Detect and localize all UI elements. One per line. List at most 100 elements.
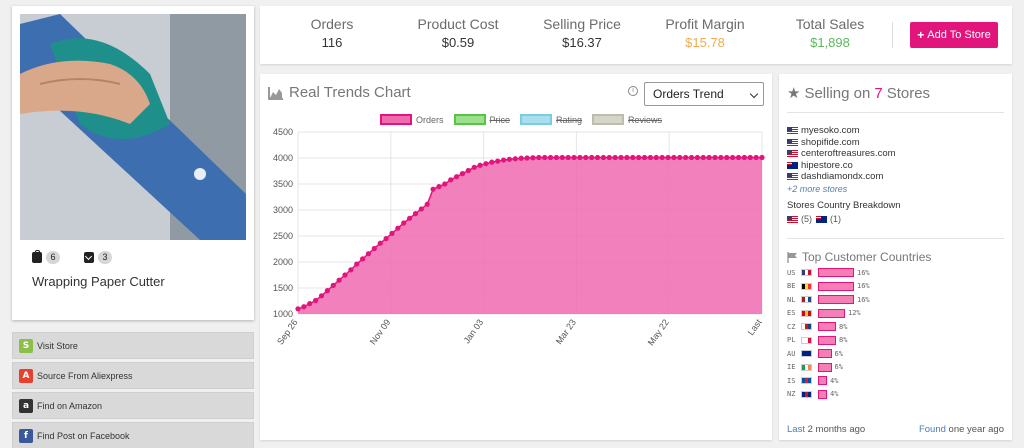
legend-price[interactable]: Price: [453, 114, 511, 125]
store-item[interactable]: hipestore.co: [787, 160, 896, 172]
data-point[interactable]: [730, 154, 736, 161]
legend-swatch: [380, 114, 412, 125]
data-point[interactable]: [418, 206, 424, 212]
more-stores-link[interactable]: +2 more stores: [787, 183, 848, 194]
data-point[interactable]: [377, 240, 383, 246]
data-point[interactable]: [412, 211, 419, 217]
data-point[interactable]: [442, 181, 448, 187]
data-point[interactable]: [453, 174, 460, 180]
data-point[interactable]: [559, 154, 565, 161]
data-point[interactable]: [307, 301, 313, 307]
data-point[interactable]: [688, 154, 695, 161]
data-point[interactable]: [401, 220, 407, 226]
data-point[interactable]: [759, 154, 765, 161]
data-point[interactable]: [630, 154, 636, 161]
data-point[interactable]: [424, 201, 430, 207]
data-point[interactable]: [389, 230, 395, 236]
data-point[interactable]: [406, 215, 413, 221]
product-image[interactable]: [20, 14, 246, 240]
amazon-button[interactable]: a Find on Amazon: [12, 392, 254, 419]
data-point[interactable]: [336, 277, 342, 283]
data-point[interactable]: [712, 154, 718, 161]
data-point[interactable]: [318, 293, 325, 299]
data-point[interactable]: [483, 161, 489, 167]
data-point[interactable]: [694, 154, 700, 161]
trend-type-select[interactable]: Orders Trend: [644, 82, 764, 106]
facebook-button[interactable]: f Find Post on Facebook: [12, 422, 254, 448]
data-point[interactable]: [383, 236, 389, 242]
data-point[interactable]: [512, 156, 518, 162]
data-point[interactable]: [653, 154, 659, 161]
data-point[interactable]: [436, 184, 442, 190]
store-item[interactable]: shopifide.com: [787, 137, 896, 149]
data-point[interactable]: [348, 267, 354, 273]
data-point[interactable]: [301, 304, 307, 310]
data-point[interactable]: [542, 154, 548, 161]
data-point[interactable]: [448, 177, 454, 183]
data-point[interactable]: [471, 164, 477, 170]
data-point[interactable]: [571, 154, 577, 161]
data-point[interactable]: [718, 154, 724, 161]
data-point[interactable]: [430, 186, 436, 192]
data-point[interactable]: [489, 159, 495, 165]
data-point[interactable]: [747, 154, 753, 161]
data-point[interactable]: [618, 154, 624, 161]
data-point[interactable]: [371, 245, 377, 252]
data-point[interactable]: [465, 167, 471, 174]
add-to-store-button[interactable]: + Add To Store: [910, 22, 998, 48]
data-point[interactable]: [641, 154, 648, 161]
data-point[interactable]: [565, 154, 571, 161]
data-point[interactable]: [606, 154, 612, 161]
data-point[interactable]: [600, 154, 607, 161]
data-point[interactable]: [324, 288, 330, 294]
data-point[interactable]: [594, 154, 601, 161]
data-point[interactable]: [700, 154, 706, 161]
data-point[interactable]: [683, 154, 689, 161]
data-point[interactable]: [612, 154, 618, 161]
data-point[interactable]: [313, 297, 319, 304]
data-point[interactable]: [577, 154, 583, 161]
store-item[interactable]: centeroftreasures.com: [787, 148, 896, 160]
aliexpress-button[interactable]: A Source From Aliexpress: [12, 362, 254, 389]
data-point[interactable]: [530, 155, 536, 161]
data-point[interactable]: [495, 158, 501, 164]
data-point[interactable]: [506, 156, 513, 162]
data-point[interactable]: [459, 171, 466, 177]
data-point[interactable]: [365, 251, 372, 257]
data-point[interactable]: [295, 306, 301, 312]
data-point[interactable]: [624, 154, 630, 161]
data-point[interactable]: [536, 154, 542, 161]
data-point[interactable]: [395, 225, 401, 231]
legend-reviews[interactable]: Reviews: [592, 114, 662, 125]
data-point[interactable]: [360, 256, 366, 262]
data-point[interactable]: [706, 154, 712, 161]
legend-rating[interactable]: Rating: [520, 114, 582, 125]
data-point[interactable]: [753, 154, 759, 161]
store-item[interactable]: myesoko.com: [787, 125, 896, 137]
data-point[interactable]: [500, 157, 507, 163]
data-point[interactable]: [354, 261, 360, 267]
data-point[interactable]: [665, 154, 671, 161]
data-point[interactable]: [342, 272, 348, 278]
data-point[interactable]: [677, 154, 683, 161]
legend-orders[interactable]: Orders: [380, 114, 444, 125]
data-point[interactable]: [477, 162, 483, 168]
data-point[interactable]: [524, 155, 530, 161]
data-point[interactable]: [647, 154, 654, 161]
data-point[interactable]: [741, 154, 747, 161]
data-point[interactable]: [547, 154, 554, 161]
data-point[interactable]: [724, 154, 730, 161]
data-point[interactable]: [589, 154, 595, 161]
data-point[interactable]: [518, 155, 524, 161]
data-point[interactable]: [735, 154, 742, 161]
data-point[interactable]: [330, 282, 336, 288]
info-icon[interactable]: i: [628, 86, 638, 96]
visit-store-button[interactable]: S Visit Store: [12, 332, 254, 359]
store-item[interactable]: dashdiamondx.com: [787, 171, 896, 183]
data-point[interactable]: [659, 154, 665, 161]
data-point[interactable]: [636, 154, 642, 161]
data-point[interactable]: [583, 154, 589, 161]
legend-label: Price: [489, 114, 511, 125]
data-point[interactable]: [553, 154, 560, 161]
data-point[interactable]: [671, 154, 677, 161]
